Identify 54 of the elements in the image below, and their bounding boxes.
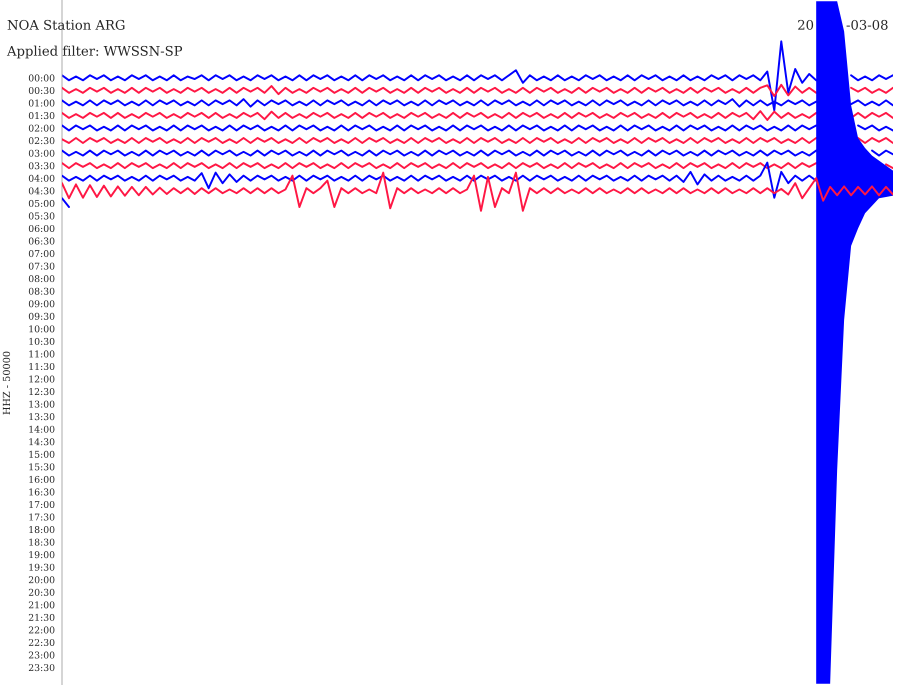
y-tick-label: 18:00 [29,526,54,534]
y-tick-label: 07:00 [28,250,54,258]
y-tick-label: 04:00 [28,174,54,182]
y-tick-label: 09:00 [28,300,54,308]
y-tick-label: 01:30 [28,112,54,120]
y-tick-label: 03:00 [28,150,54,157]
text: NOA Station ARG [8,20,124,30]
annotation: 20 [798,20,814,30]
y-tick-label: 16:00 [29,476,54,483]
y-tick-label: 22:00 [28,626,54,634]
y-tick-label: 14:30 [29,438,54,446]
y-tick-label: 15:30 [29,463,54,470]
y-tick-label: 12:30 [29,388,54,396]
y-tick-label: 16:30 [29,488,54,496]
y-tick-label: 00:00 [28,74,54,82]
y-tick-label: 19:00 [29,551,54,558]
y-tick-label: 13:30 [29,413,54,420]
y-axis-title: HHZ - 50000 [2,352,10,415]
y-tick-label: 10:30 [29,338,54,345]
y-tick-label: 11:30 [29,362,54,370]
y-tick-label: 05:00 [28,200,54,207]
text: Applied filter: WWSSN-SP [6,46,182,58]
y-tick-label: 17:30 [29,514,54,521]
line-series [62,172,893,212]
y-tick-label: 15:00 [29,450,54,458]
y-tick-label: 20:30 [28,588,54,596]
y-tick-label: 21:00 [28,601,54,608]
y-tick-label: 12:00 [29,376,54,383]
y-tick-label: 23:30 [28,664,54,672]
y-tick-label: 00:30 [28,86,54,94]
y-tick-label: 05:30 [28,212,54,220]
y-tick-label: 04:30 [28,187,54,194]
y-tick-label: 17:00 [29,500,54,508]
y-tick-label: 20:00 [28,576,54,584]
y-tick-label: 08:00 [28,275,54,282]
y-tick-label: 08:30 [28,288,54,295]
y-tick-label: 13:00 [29,400,54,408]
y-tick-label: 06:30 [28,238,54,245]
y-tick-label: 14:00 [29,426,54,433]
y-tick-label: 21:30 [28,614,54,621]
annotation: -03-08 [846,20,888,30]
y-tick-label: 06:00 [28,224,54,232]
y-tick-label: 02:30 [28,137,54,144]
y-tick-label: 03:30 [28,162,54,170]
y-tick-label: 07:30 [28,262,54,270]
y-tick-label: 10:00 [29,325,54,332]
y-tick-label: 11:00 [29,350,54,358]
y-tick-label: 22:30 [28,638,54,646]
y-tick-label: 23:00 [28,652,54,659]
y-tick-label: 01:00 [28,100,54,107]
y-tick-label: 19:30 [29,564,54,571]
y-tick-label: 18:30 [29,538,54,546]
y-tick-label: 09:30 [28,312,54,320]
y-tick-label: 02:00 [28,124,54,132]
